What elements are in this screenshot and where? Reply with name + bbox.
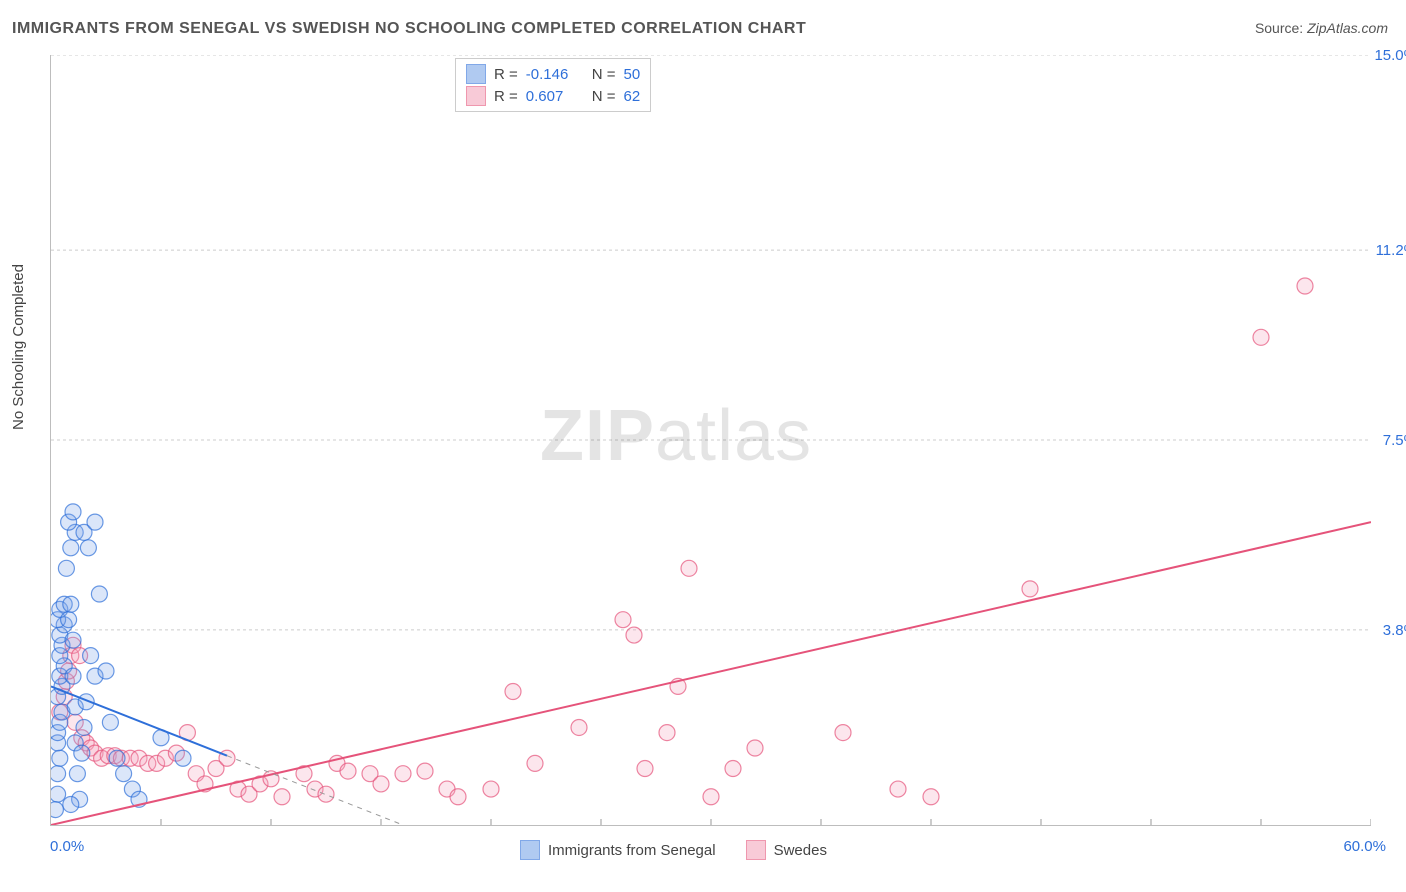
correlation-legend: R = -0.146 N = 50 R = 0.607 N = 62 — [455, 58, 651, 112]
series-legend-item-swedes: Swedes — [746, 840, 827, 860]
y-gridline-label: 15.0% — [1357, 47, 1406, 64]
y-gridline-label: 11.2% — [1357, 242, 1406, 259]
x-max-label: 60.0% — [1343, 838, 1386, 855]
plot-svg — [51, 55, 1371, 825]
source-attribution: Source: ZipAtlas.com — [1255, 20, 1388, 36]
legend-row-senegal: R = -0.146 N = 50 — [466, 63, 640, 85]
y-axis-title: No Schooling Completed — [10, 264, 27, 430]
chart-container: IMMIGRANTS FROM SENEGAL VS SWEDISH NO SC… — [0, 0, 1406, 892]
n-label: N = — [592, 88, 616, 105]
legend-swatch — [466, 64, 486, 84]
r-value: 0.607 — [526, 88, 576, 105]
plot-area: 3.8%7.5%11.2%15.0% — [50, 55, 1371, 826]
n-value: 50 — [624, 66, 641, 83]
source-prefix: Source: — [1255, 20, 1307, 36]
source-name: ZipAtlas.com — [1307, 20, 1388, 36]
legend-swatch — [746, 840, 766, 860]
legend-swatch — [520, 840, 540, 860]
x-min-label: 0.0% — [50, 838, 84, 855]
chart-title: IMMIGRANTS FROM SENEGAL VS SWEDISH NO SC… — [12, 20, 806, 38]
legend-swatch — [466, 86, 486, 106]
n-label: N = — [592, 66, 616, 83]
series-legend: Immigrants from Senegal Swedes — [520, 840, 827, 860]
y-gridline-label: 7.5% — [1357, 432, 1406, 449]
y-gridline-label: 3.8% — [1357, 622, 1406, 639]
r-label: R = — [494, 88, 518, 105]
series-legend-label: Swedes — [774, 842, 827, 859]
legend-row-swedes: R = 0.607 N = 62 — [466, 85, 640, 107]
r-value: -0.146 — [526, 66, 576, 83]
n-value: 62 — [624, 88, 641, 105]
r-label: R = — [494, 66, 518, 83]
series-legend-label: Immigrants from Senegal — [548, 842, 716, 859]
series-legend-item-senegal: Immigrants from Senegal — [520, 840, 716, 860]
